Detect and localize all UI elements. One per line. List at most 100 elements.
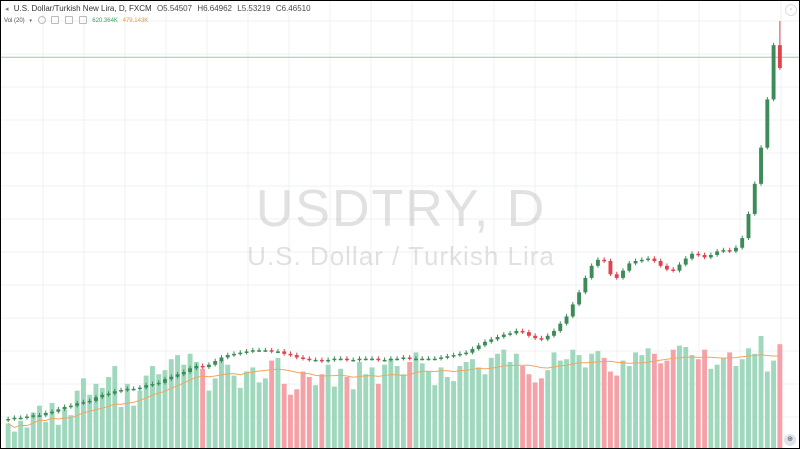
volume-bar [739,359,745,448]
volume-legend: Vol (20) ▾ 620.364K 479.143K [4,16,151,24]
volume-bar [677,345,682,448]
volume-bar [426,371,431,448]
candle-body [577,292,582,305]
scale-settings-icon[interactable]: ◦ [785,4,797,16]
candle-body [106,393,111,396]
volume-bar [752,353,758,448]
zoom-icon[interactable]: ⊕ [784,434,796,446]
ohlc-high: H6.64962 [197,4,233,13]
candle-body [690,253,694,259]
volume-bar [576,355,582,448]
volume-bar [112,366,118,448]
candle-body [570,304,575,317]
candle-body [759,147,763,184]
more-icon[interactable] [78,16,87,24]
candle-body [583,277,588,293]
volume-bar [124,383,130,448]
candle-body [771,45,776,100]
volume-label[interactable]: Vol (20) [4,17,25,24]
candle-body [338,358,343,361]
candle-body [344,358,349,361]
candle-body [564,316,569,324]
candle-body [646,258,651,261]
volume-dropdown-icon[interactable]: ▾ [29,17,32,24]
candle-body [752,183,757,214]
volume-bar [118,407,124,448]
candle-body [307,358,312,361]
volume-bar [557,360,563,448]
eye-icon[interactable] [37,16,46,24]
candle-body [633,261,638,264]
close-icon[interactable] [64,16,73,24]
volume-bar [720,357,726,448]
volume-bar [589,353,595,448]
candle-body [552,330,556,336]
volume-bar [262,378,268,448]
volume-bar [18,420,24,448]
volume-bar [733,366,739,448]
candle-body [426,358,431,361]
volume-bar [444,376,450,448]
volume-bar [37,405,42,448]
candle-body [244,351,249,353]
volume-bar [482,374,488,448]
volume-bar [777,344,783,448]
candle-body [200,365,205,368]
volume-bar [156,374,162,448]
volume-bar [99,387,105,448]
candle-body [545,335,550,340]
candle-body [81,402,86,404]
settings-icon[interactable] [51,16,60,24]
candle-body [206,364,211,368]
volume-bar [476,367,482,448]
candle-body [119,390,124,392]
volume-bar [501,349,507,448]
ohlc-open: O5.54507 [156,4,193,13]
volume-bar [55,424,61,448]
volume-bar [212,378,218,448]
volume-bar [175,355,180,448]
candle-body [595,259,600,266]
volume-bar [87,394,93,448]
candle-body [639,259,644,262]
volume-bar [400,374,406,448]
volume-bar [582,367,588,448]
candle-body [608,261,613,275]
volume-bar [200,368,206,448]
volume-bar [407,361,413,448]
volume-bar [758,336,764,448]
candle-body [250,350,255,352]
volume-bar [708,368,714,448]
candle-body [43,412,48,416]
candle-body [476,345,481,350]
volume-bar [432,385,438,448]
volume-bar [488,357,494,448]
volume-bar [564,359,569,448]
volume-bar [570,349,576,448]
candle-body [671,269,676,271]
volume-bar [237,387,243,448]
volume-bar [131,405,137,448]
candle-body [451,355,456,357]
volume-bar [5,423,11,448]
volume-bar [294,389,300,448]
volume-bar [463,361,469,448]
candle-body [332,358,337,361]
candle-body [363,358,368,361]
volume-bar [746,348,751,448]
volume-bar [250,367,256,448]
candle-body [602,259,607,262]
candle-body [432,358,437,361]
collapse-icon[interactable]: ◂ [5,5,9,13]
candle-body [68,405,73,408]
candle-body [526,332,531,336]
volume-bar [683,346,689,448]
volume-bar [269,360,275,448]
candle-body [489,339,494,342]
candle-body [445,356,450,358]
symbol-title[interactable]: U.S. Dollar/Turkish New Lira, D, FXCM [13,4,152,13]
volume-bar [645,348,651,448]
candle-body [407,357,412,359]
candle-body [169,376,174,380]
